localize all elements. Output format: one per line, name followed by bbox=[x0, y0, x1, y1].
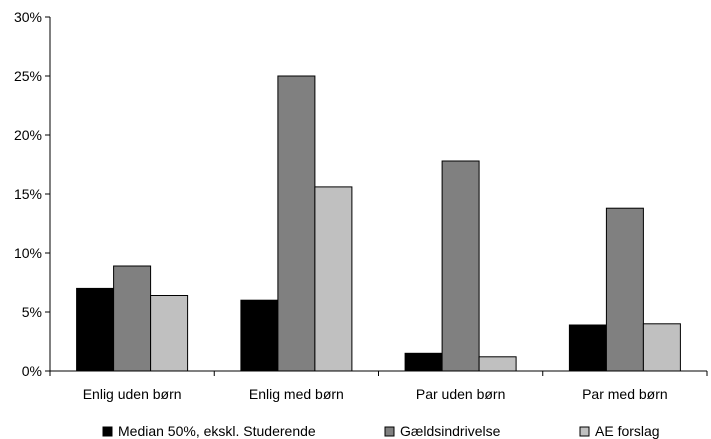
y-tick-label: 30% bbox=[14, 9, 42, 25]
legend-swatch bbox=[384, 426, 395, 437]
x-category-label: Enlig med børn bbox=[249, 386, 344, 402]
bar-3-2 bbox=[314, 186, 353, 372]
bar-2-3 bbox=[441, 160, 480, 372]
bar-2-4 bbox=[605, 207, 644, 372]
x-category-label: Enlig uden børn bbox=[83, 386, 182, 402]
x-axis: Enlig uden børn Enlig med børn Par uden bø… bbox=[49, 370, 708, 402]
bar-1-3 bbox=[404, 352, 443, 372]
y-tick-label: 10% bbox=[14, 245, 42, 261]
x-category-label: Par uden børn bbox=[416, 386, 506, 402]
legend: Median 50%, ekskl. Studerende Gældsindriv… bbox=[102, 423, 660, 439]
y-axis: 0% 5% 10% 15% 20% 25% 30% bbox=[14, 9, 51, 379]
bar-1-1 bbox=[76, 287, 115, 372]
legend-swatch bbox=[579, 426, 590, 437]
legend-swatch bbox=[102, 426, 113, 437]
bar-2-2 bbox=[277, 75, 316, 372]
bar-1-4 bbox=[568, 324, 607, 372]
bar-3-1 bbox=[150, 295, 189, 372]
y-tick-label: 25% bbox=[14, 68, 42, 84]
y-tick-label: 20% bbox=[14, 127, 42, 143]
bar-1-2 bbox=[240, 299, 279, 372]
bars-group bbox=[76, 75, 681, 372]
x-category-label: Par med børn bbox=[582, 386, 668, 402]
bar-3-3 bbox=[478, 356, 517, 372]
y-tick-label: 0% bbox=[22, 363, 42, 379]
bar-2-1 bbox=[113, 265, 152, 372]
legend-label: AE forslag bbox=[595, 423, 660, 439]
y-tick-label: 15% bbox=[14, 186, 42, 202]
legend-label: Median 50%, ekskl. Studerende bbox=[118, 423, 316, 439]
legend-label: Gældsindrivelse bbox=[400, 423, 501, 439]
bar-3-4 bbox=[642, 323, 681, 372]
y-tick-label: 5% bbox=[22, 304, 42, 320]
